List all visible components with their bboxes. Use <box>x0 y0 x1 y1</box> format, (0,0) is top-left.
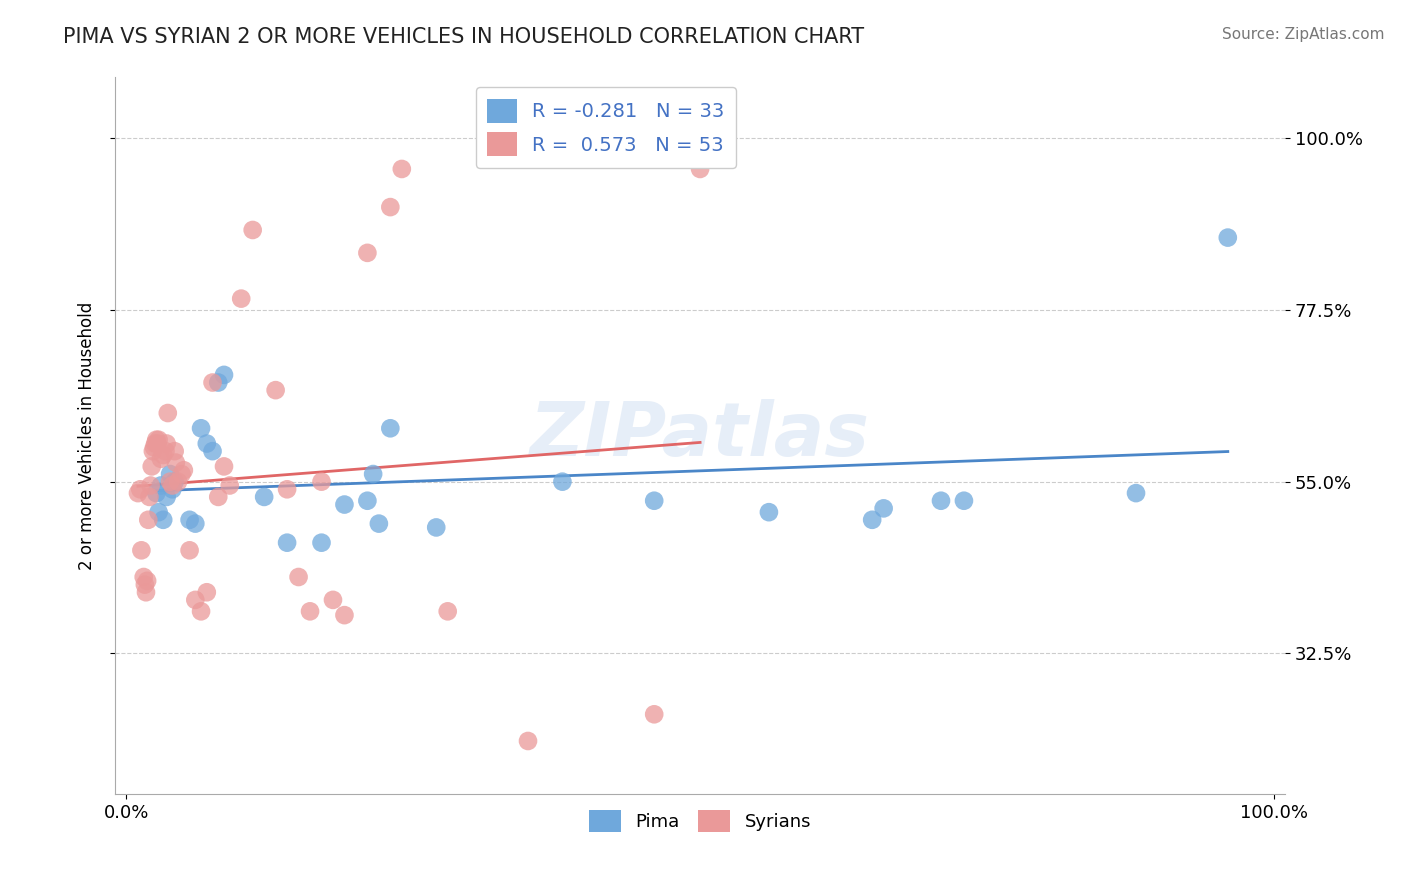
Point <box>145 486 167 500</box>
Point <box>322 593 344 607</box>
Point <box>212 368 235 382</box>
Point <box>333 498 356 512</box>
Point <box>1216 230 1239 244</box>
Point <box>311 535 333 549</box>
Point <box>311 475 333 489</box>
Point <box>148 433 170 447</box>
Point <box>953 493 976 508</box>
Point <box>131 543 153 558</box>
Point <box>170 467 193 481</box>
Point <box>242 223 264 237</box>
Point <box>207 376 229 390</box>
Point <box>162 483 184 497</box>
Point <box>195 585 218 599</box>
Point <box>127 486 149 500</box>
Point <box>356 245 378 260</box>
Point <box>173 463 195 477</box>
Point <box>212 459 235 474</box>
Point <box>146 436 169 450</box>
Point <box>149 451 172 466</box>
Point <box>264 383 287 397</box>
Point <box>184 516 207 531</box>
Point <box>689 161 711 176</box>
Point <box>136 574 159 588</box>
Point <box>929 493 952 508</box>
Point <box>162 478 184 492</box>
Point <box>156 490 179 504</box>
Point <box>333 608 356 623</box>
Point <box>156 406 179 420</box>
Point <box>184 593 207 607</box>
Point <box>391 161 413 176</box>
Point <box>758 505 780 519</box>
Point <box>156 436 179 450</box>
Point <box>253 490 276 504</box>
Point <box>129 483 152 497</box>
Point <box>163 475 186 489</box>
Point <box>190 421 212 435</box>
Point <box>276 483 298 497</box>
Point <box>872 501 894 516</box>
Point <box>152 513 174 527</box>
Legend: Pima, Syrians: Pima, Syrians <box>582 803 818 839</box>
Point <box>167 475 190 489</box>
Point <box>860 513 883 527</box>
Point <box>152 448 174 462</box>
Text: ZIPatlas: ZIPatlas <box>530 400 870 473</box>
Point <box>190 604 212 618</box>
Point <box>143 441 166 455</box>
Point <box>155 444 177 458</box>
Point <box>356 493 378 508</box>
Point <box>299 604 322 618</box>
Point <box>643 493 665 508</box>
Point <box>207 490 229 504</box>
Point <box>136 513 159 527</box>
Point <box>143 436 166 450</box>
Point <box>132 570 155 584</box>
Point <box>1125 486 1147 500</box>
Point <box>517 734 540 748</box>
Point <box>135 585 157 599</box>
Point <box>148 505 170 519</box>
Point <box>287 570 309 584</box>
Text: Source: ZipAtlas.com: Source: ZipAtlas.com <box>1222 27 1385 42</box>
Point <box>139 478 162 492</box>
Point <box>159 467 181 481</box>
Point <box>138 490 160 504</box>
Point <box>179 513 201 527</box>
Point <box>163 444 186 458</box>
Point <box>145 433 167 447</box>
Point <box>201 444 224 458</box>
Point <box>165 456 187 470</box>
Point <box>367 516 389 531</box>
Point <box>218 478 240 492</box>
Point <box>201 376 224 390</box>
Point <box>195 436 218 450</box>
Point <box>231 292 253 306</box>
Point <box>179 543 201 558</box>
Point <box>436 604 458 618</box>
Point <box>380 200 402 214</box>
Point <box>643 707 665 722</box>
Point <box>361 467 384 481</box>
Point <box>134 577 156 591</box>
Point <box>276 535 298 549</box>
Point <box>142 444 165 458</box>
Point <box>380 421 402 435</box>
Point <box>425 520 447 534</box>
Point <box>551 475 574 489</box>
Point <box>149 478 172 492</box>
Point <box>141 459 163 474</box>
Y-axis label: 2 or more Vehicles in Household: 2 or more Vehicles in Household <box>79 301 96 570</box>
Text: PIMA VS SYRIAN 2 OR MORE VEHICLES IN HOUSEHOLD CORRELATION CHART: PIMA VS SYRIAN 2 OR MORE VEHICLES IN HOU… <box>63 27 865 46</box>
Point <box>159 475 181 489</box>
